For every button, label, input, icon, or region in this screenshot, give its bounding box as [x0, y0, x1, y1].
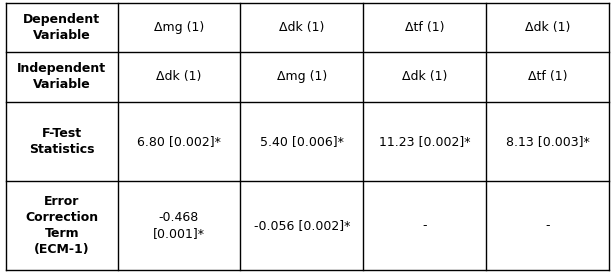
Text: Δdk (1): Δdk (1)	[156, 70, 202, 84]
Text: Δtf (1): Δtf (1)	[528, 70, 567, 84]
Text: -: -	[423, 219, 427, 232]
Text: Δmg (1): Δmg (1)	[154, 21, 204, 34]
Text: 8.13 [0.003]*: 8.13 [0.003]*	[506, 135, 589, 148]
Text: -: -	[545, 219, 550, 232]
Text: -0.056 [0.002]*: -0.056 [0.002]*	[253, 219, 350, 232]
Text: -0.468
[0.001]*: -0.468 [0.001]*	[153, 211, 205, 240]
Text: Δmg (1): Δmg (1)	[277, 70, 327, 84]
Text: Error
Correction
Term
(ECM-1): Error Correction Term (ECM-1)	[25, 195, 98, 256]
Text: Dependent
Variable: Dependent Variable	[23, 13, 100, 42]
Text: Δdk (1): Δdk (1)	[279, 21, 325, 34]
Text: 6.80 [0.002]*: 6.80 [0.002]*	[137, 135, 221, 148]
Text: 5.40 [0.006]*: 5.40 [0.006]*	[260, 135, 344, 148]
Text: Δdk (1): Δdk (1)	[525, 21, 570, 34]
Text: Δdk (1): Δdk (1)	[402, 70, 447, 84]
Text: 11.23 [0.002]*: 11.23 [0.002]*	[379, 135, 470, 148]
Text: F-Test
Statistics: F-Test Statistics	[29, 127, 95, 156]
Text: Δtf (1): Δtf (1)	[405, 21, 445, 34]
Text: Independent
Variable: Independent Variable	[17, 63, 106, 91]
